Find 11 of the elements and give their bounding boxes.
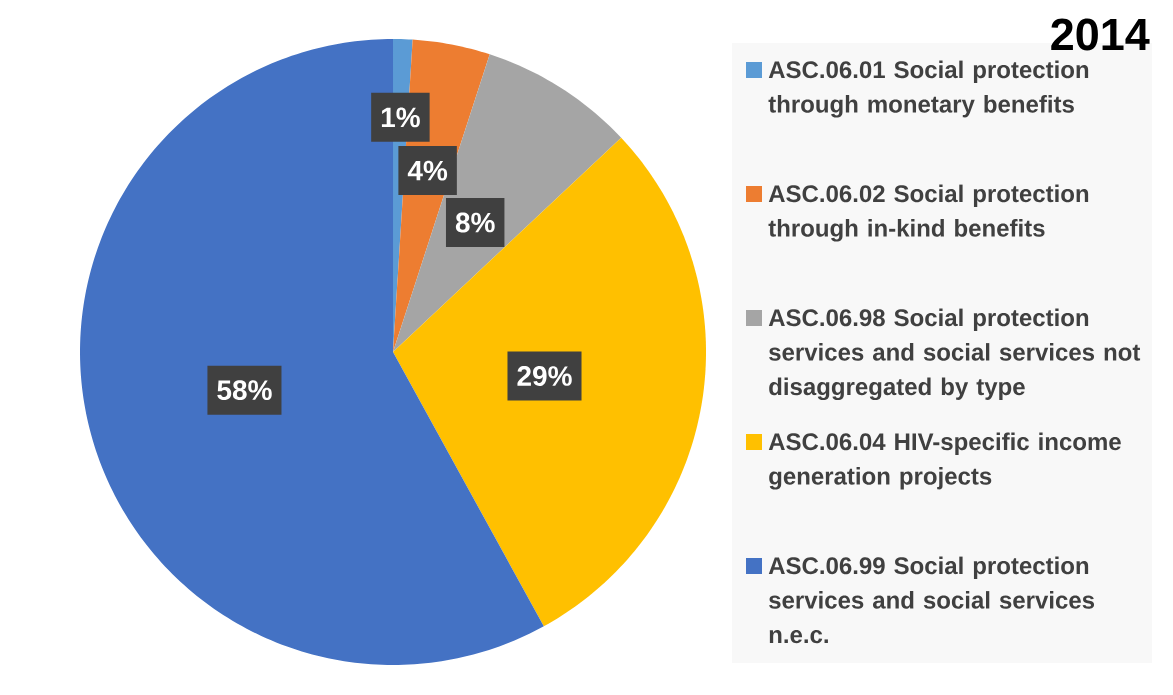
chart-title: 2014 [1051, 18, 1150, 51]
data-label: 8% [455, 212, 495, 233]
data-label: 4% [407, 160, 448, 181]
legend-label: ASC.06.01 Social protection through monetary benefits [768, 60, 1089, 118]
data-label: 58% [217, 380, 272, 401]
data-label: 29% [517, 366, 572, 386]
legend-label: ASC.06.02 Social protection through in-kind benefits [768, 184, 1089, 242]
legend-label: ASC.06.98 Social protection services and social services not disaggregated by type [768, 308, 1141, 401]
legend-label: ASC.06.99 Social protection services and social services n.e.c. [768, 556, 1095, 644]
data-label: 1% [381, 107, 420, 128]
legend-label: ASC.06.04 HIV-specific income generation projects [768, 432, 1121, 490]
